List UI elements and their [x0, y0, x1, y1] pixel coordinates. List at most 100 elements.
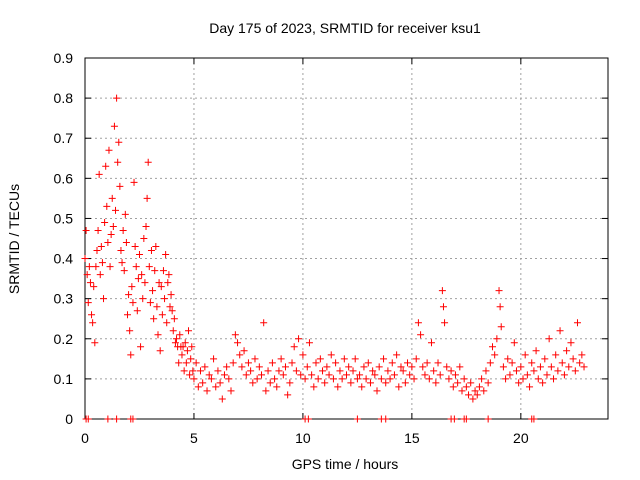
y-axis-label: SRMTID / TECUs — [6, 184, 22, 294]
data-point — [249, 379, 257, 387]
data-point — [484, 379, 492, 387]
data-point — [260, 319, 268, 327]
data-point — [504, 355, 512, 363]
data-point — [194, 383, 202, 391]
data-point — [153, 303, 161, 311]
data-point — [125, 291, 133, 299]
data-point — [109, 222, 117, 230]
data-point — [189, 367, 197, 375]
data-point — [218, 395, 226, 403]
data-point — [271, 375, 279, 383]
data-point — [528, 359, 536, 367]
data-point — [462, 383, 470, 391]
data-point — [113, 94, 121, 102]
data-point — [273, 383, 281, 391]
data-point — [421, 371, 429, 379]
data-point — [108, 194, 116, 202]
y-tick-label: 0.9 — [54, 50, 74, 66]
data-point — [134, 275, 142, 283]
data-point — [493, 335, 501, 343]
data-point — [543, 371, 551, 379]
data-point — [145, 263, 153, 271]
data-point — [406, 371, 414, 379]
data-point — [521, 351, 529, 359]
data-point — [404, 359, 412, 367]
data-point — [523, 371, 531, 379]
data-point — [190, 375, 198, 383]
data-point — [85, 263, 93, 271]
data-point — [93, 247, 101, 255]
data-point — [567, 339, 575, 347]
data-point — [375, 363, 383, 371]
data-point — [84, 415, 92, 423]
data-point — [386, 375, 394, 383]
data-point — [536, 363, 544, 371]
data-point — [275, 367, 283, 375]
data-point — [168, 307, 176, 315]
data-point — [266, 379, 274, 387]
data-point — [478, 375, 486, 383]
data-point — [373, 387, 381, 395]
data-point — [447, 367, 455, 375]
data-point — [82, 226, 90, 234]
data-point — [277, 355, 285, 363]
y-tick-label: 0.1 — [54, 371, 74, 387]
data-point — [242, 371, 250, 379]
data-point — [517, 363, 525, 371]
data-point — [152, 243, 160, 251]
data-point — [358, 383, 366, 391]
data-point — [434, 359, 442, 367]
data-point — [268, 359, 276, 367]
data-point — [236, 351, 244, 359]
data-point — [186, 371, 194, 379]
data-point — [499, 363, 507, 371]
data-point — [157, 283, 165, 291]
data-point — [238, 363, 246, 371]
data-point — [539, 379, 547, 387]
data-point — [121, 210, 129, 218]
data-point — [556, 327, 564, 335]
data-point — [91, 339, 99, 347]
data-point — [163, 319, 171, 327]
data-point — [510, 339, 518, 347]
data-point — [119, 226, 127, 234]
data-point — [576, 359, 584, 367]
data-point — [353, 415, 361, 423]
data-point — [104, 239, 112, 247]
data-point — [305, 339, 313, 347]
data-point — [580, 363, 588, 371]
data-point — [299, 351, 307, 359]
data-point — [146, 299, 154, 307]
data-point — [229, 359, 237, 367]
data-point — [81, 255, 89, 263]
data-point — [364, 359, 372, 367]
data-point — [142, 222, 150, 230]
data-point — [284, 391, 292, 399]
data-point — [456, 363, 464, 371]
data-point — [573, 319, 581, 327]
data-point — [171, 339, 179, 347]
data-point — [135, 251, 143, 259]
data-point — [98, 259, 106, 267]
data-point — [565, 363, 573, 371]
data-point — [179, 343, 187, 351]
data-point — [83, 271, 91, 279]
plot-frame — [84, 57, 609, 420]
y-tick-label: 0.7 — [54, 130, 74, 146]
data-point — [212, 383, 220, 391]
data-point — [303, 363, 311, 371]
data-point — [486, 359, 494, 367]
data-point — [185, 327, 193, 335]
data-point — [560, 371, 568, 379]
data-point — [471, 387, 479, 395]
data-point — [419, 363, 427, 371]
data-point — [312, 359, 320, 367]
data-point — [371, 371, 379, 379]
data-point — [325, 371, 333, 379]
data-point — [90, 283, 98, 291]
data-point — [158, 311, 166, 319]
data-point — [147, 247, 155, 255]
data-point — [530, 367, 538, 375]
data-point — [323, 363, 331, 371]
data-point — [495, 287, 503, 295]
